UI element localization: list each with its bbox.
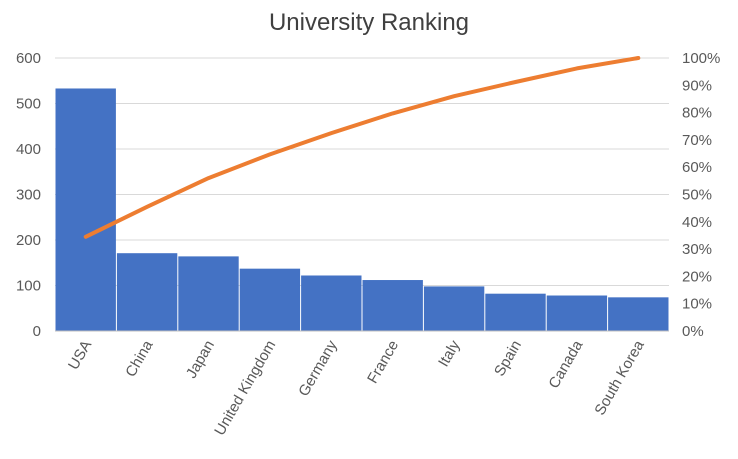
y-tick-label: 300 <box>16 187 41 204</box>
x-category-label: Italy <box>435 337 464 370</box>
y-tick-label: 600 <box>16 50 41 67</box>
bar <box>239 268 301 331</box>
x-category-label: USA <box>65 338 95 373</box>
bar <box>178 256 239 331</box>
bar <box>485 293 546 331</box>
x-category-label: Canada <box>545 337 586 392</box>
x-category-label: Japan <box>183 338 218 382</box>
bar <box>362 280 423 331</box>
y2-tick-label: 50% <box>682 187 712 204</box>
cumulative-line-series <box>83 56 641 239</box>
y-tick-label: 500 <box>16 96 41 113</box>
bar-series <box>55 88 669 331</box>
cumulative-line <box>83 56 641 239</box>
y2-tick-label: 0% <box>682 323 704 340</box>
y-tick-label: 0 <box>33 323 41 340</box>
bar <box>55 88 116 331</box>
bar <box>608 297 669 331</box>
x-category-label: United Kingdom <box>211 338 279 439</box>
y2-tick-label: 90% <box>682 77 712 94</box>
x-category-label: France <box>364 338 402 387</box>
bar <box>546 295 608 331</box>
y2-tick-label: 20% <box>682 268 712 285</box>
x-category-label: Spain <box>491 338 525 380</box>
y2-tick-label: 60% <box>682 159 712 176</box>
y2-tick-label: 70% <box>682 132 712 149</box>
y-axis-ticks: 0 100 200 300 400 500 600 <box>16 50 41 340</box>
y-tick-label: 100 <box>16 278 41 295</box>
chart-title: University Ranking <box>269 9 469 36</box>
y2-tick-label: 30% <box>682 241 712 258</box>
x-category-label: Germany <box>295 337 341 399</box>
bar <box>423 286 485 331</box>
y-tick-label: 200 <box>16 232 41 249</box>
secondary-y-axis-ticks: 0% 10% 20% 30% 40% 50% 60% 70% 80% 90% 100% <box>682 50 720 340</box>
y2-tick-label: 80% <box>682 105 712 122</box>
gridlines <box>55 57 669 286</box>
y2-tick-label: 40% <box>682 214 712 231</box>
x-category-label: China <box>122 337 157 380</box>
bar <box>116 253 178 331</box>
bar <box>301 275 362 331</box>
y2-tick-label: 100% <box>682 50 720 67</box>
x-category-label: South Korea <box>591 337 648 418</box>
y-tick-label: 400 <box>16 141 41 158</box>
y2-tick-label: 10% <box>682 296 712 313</box>
